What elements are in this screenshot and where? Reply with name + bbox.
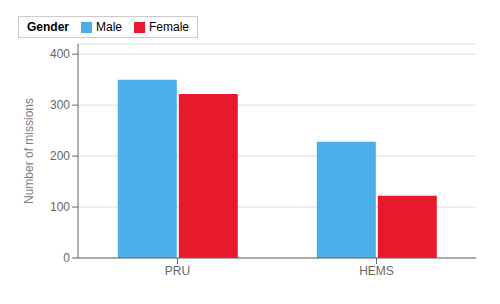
svg-text:PRU: PRU (165, 264, 190, 278)
svg-text:200: 200 (50, 149, 70, 163)
html-text:Male: Male (96, 20, 122, 34)
html-text:Female: Female (149, 20, 189, 34)
html-text:Gender: Gender (27, 20, 69, 34)
svg-text:0: 0 (63, 251, 70, 265)
svg-text:HEMS: HEMS (359, 264, 394, 278)
svg-text:300: 300 (50, 98, 70, 112)
svg-text:400: 400 (50, 47, 70, 61)
svg-text:100: 100 (50, 200, 70, 214)
svg-text:Number of missions: Number of missions (22, 98, 36, 204)
